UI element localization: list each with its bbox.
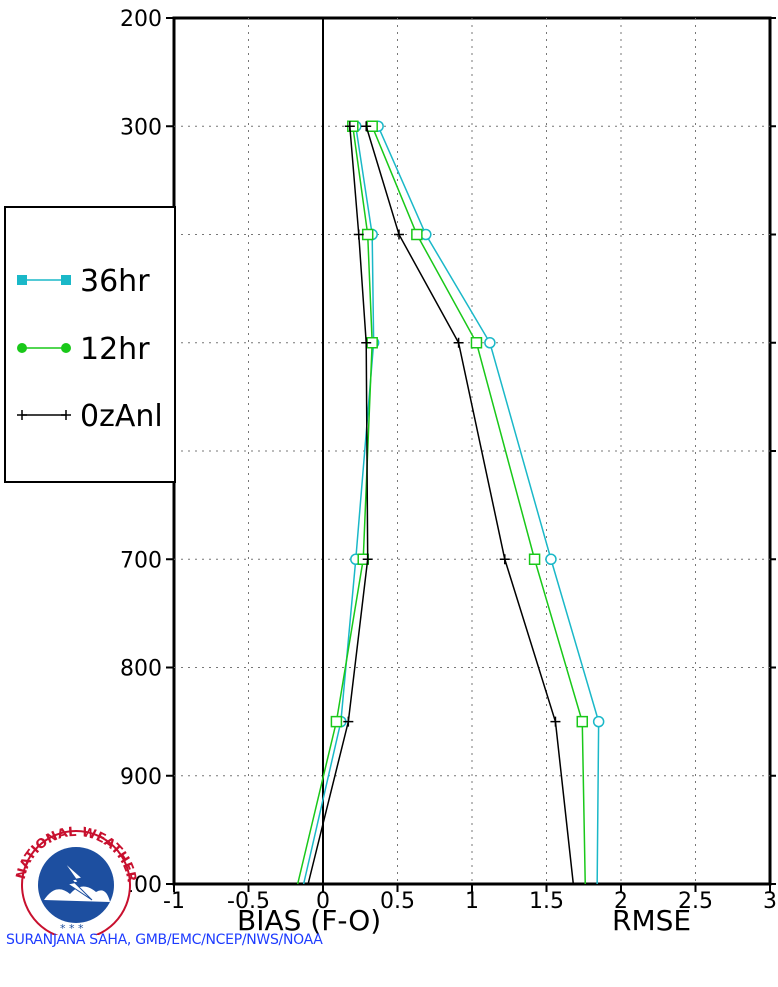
nws-logo-icon: NATIONAL WEATHER SERVICE * * * xyxy=(6,820,139,935)
x-tick-label: 2 xyxy=(614,889,628,914)
series-line-0zanl-bias xyxy=(307,126,369,885)
legend-label-12hr: 12hr xyxy=(80,332,150,367)
data-point-0zanl-bias xyxy=(344,121,355,132)
series-group xyxy=(296,120,605,885)
legend-marker-12hr xyxy=(17,343,27,353)
credit-text: SURANJANA SAHA, GMB/EMC/NCEP/NWS/NOAA xyxy=(6,932,323,948)
x-tick-label: 0 xyxy=(316,889,330,914)
legend-marker-0zanl xyxy=(17,410,27,420)
data-point-0zanl-rmse xyxy=(453,337,464,348)
data-point-36hr-rmse xyxy=(592,715,605,728)
legend: 36hr 12hr 0zAnl xyxy=(4,206,176,483)
data-point-0zanl-rmse xyxy=(499,554,510,565)
data-point-12hr-rmse xyxy=(411,228,423,241)
x-tick-label: 2.5 xyxy=(678,889,713,914)
data-point-12hr-bias xyxy=(361,228,374,241)
svg-text:* * *: * * * xyxy=(60,922,84,935)
series-line-12hr-rmse xyxy=(371,125,586,885)
data-point-36hr-rmse xyxy=(484,337,496,349)
legend-marker-end-36hr xyxy=(61,275,71,285)
legend-marker-36hr xyxy=(17,275,27,285)
data-point-12hr-bias xyxy=(330,715,343,728)
x-tick-label: -0.5 xyxy=(227,889,270,914)
series-line-0zanl-rmse xyxy=(365,126,575,885)
x-tick-label: 0.5 xyxy=(380,889,415,914)
y-tick-label: 200 xyxy=(120,7,162,32)
legend-marker-end-12hr xyxy=(61,343,71,353)
data-point-0zanl-bias xyxy=(343,716,354,727)
x-axis-label-bias: BIAS (F-O) xyxy=(237,904,381,937)
x-axis: -1 -0.5 0 0.5 1 1.5 2 2.5 3 xyxy=(163,884,777,914)
data-point-0zanl-rmse xyxy=(361,121,372,132)
x-tick-label: 1.5 xyxy=(529,889,564,914)
data-point-12hr-rmse xyxy=(470,337,483,349)
data-point-12hr-rmse xyxy=(528,553,541,565)
legend-marker-end-0zanl xyxy=(61,410,71,420)
y-tick-label: 300 xyxy=(120,115,162,140)
y-tick-label: 800 xyxy=(120,657,162,682)
y-tick-label: 700 xyxy=(120,548,162,573)
data-point-0zanl-bias xyxy=(362,554,373,565)
data-point-0zanl-rmse xyxy=(393,229,404,240)
data-point-36hr-rmse xyxy=(545,553,557,565)
x-axis-label-rmse: RMSE xyxy=(612,904,691,937)
legend-box xyxy=(4,206,176,483)
series-line-36hr-bias xyxy=(302,126,375,885)
data-point-0zanl-bias xyxy=(353,229,364,240)
series-line-36hr-rmse xyxy=(377,125,600,885)
data-point-12hr-rmse xyxy=(576,715,589,728)
data-point-0zanl-bias xyxy=(361,337,372,348)
legend-label-0zanl: 0zAnl xyxy=(80,399,163,434)
x-tick-label: 1 xyxy=(465,889,479,914)
y-tick-label: 900 xyxy=(120,765,162,790)
data-point-0zanl-rmse xyxy=(550,716,561,727)
legend-label-36hr: 36hr xyxy=(80,264,150,299)
x-tick-label: 3 xyxy=(763,889,777,914)
x-tick-label: -1 xyxy=(163,889,185,914)
